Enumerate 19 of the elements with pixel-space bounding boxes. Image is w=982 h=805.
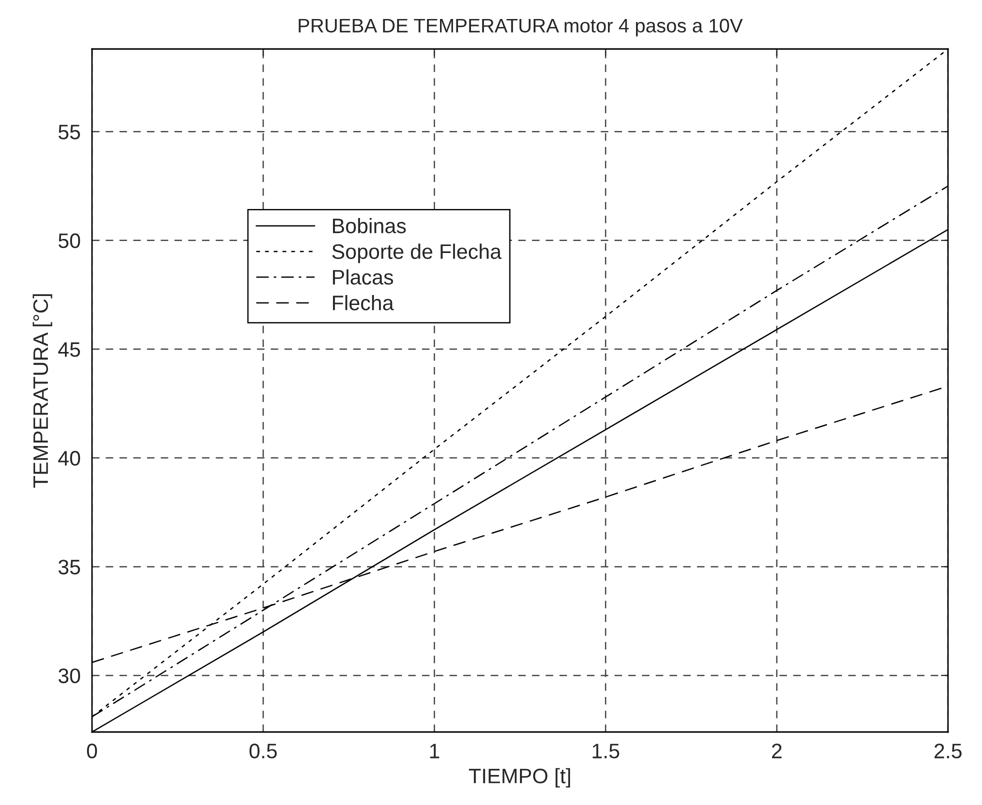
x-tick-label: 1 bbox=[430, 744, 440, 758]
x-tick-label: 0 bbox=[87, 744, 97, 758]
chart-title: PRUEBA DE TEMPERATURA motor 4 pasos a 10V bbox=[298, 18, 743, 36]
legend-label: Soporte de Flecha bbox=[332, 244, 502, 264]
x-axis-title: TIEMPO [t] bbox=[468, 768, 570, 788]
y-tick-label: 45 bbox=[58, 342, 80, 357]
y-tick-label: 50 bbox=[58, 233, 80, 248]
x-tick-label: 0.5 bbox=[250, 744, 277, 758]
y-tick-label: 35 bbox=[58, 560, 80, 574]
legend-label: Flecha bbox=[332, 295, 394, 310]
x-tick-label: 2 bbox=[772, 744, 782, 758]
y-tick-label: 55 bbox=[58, 124, 80, 140]
legend-label: Placas bbox=[332, 269, 394, 285]
y-tick-label: 40 bbox=[58, 450, 80, 466]
x-tick-label: 2.5 bbox=[934, 744, 962, 758]
y-tick-label: 30 bbox=[58, 668, 80, 684]
legend-label: Bobinas bbox=[332, 218, 406, 234]
x-tick-label: 1.5 bbox=[592, 744, 620, 758]
y-axis-title: TEMPERATURA [°C] bbox=[32, 294, 52, 488]
